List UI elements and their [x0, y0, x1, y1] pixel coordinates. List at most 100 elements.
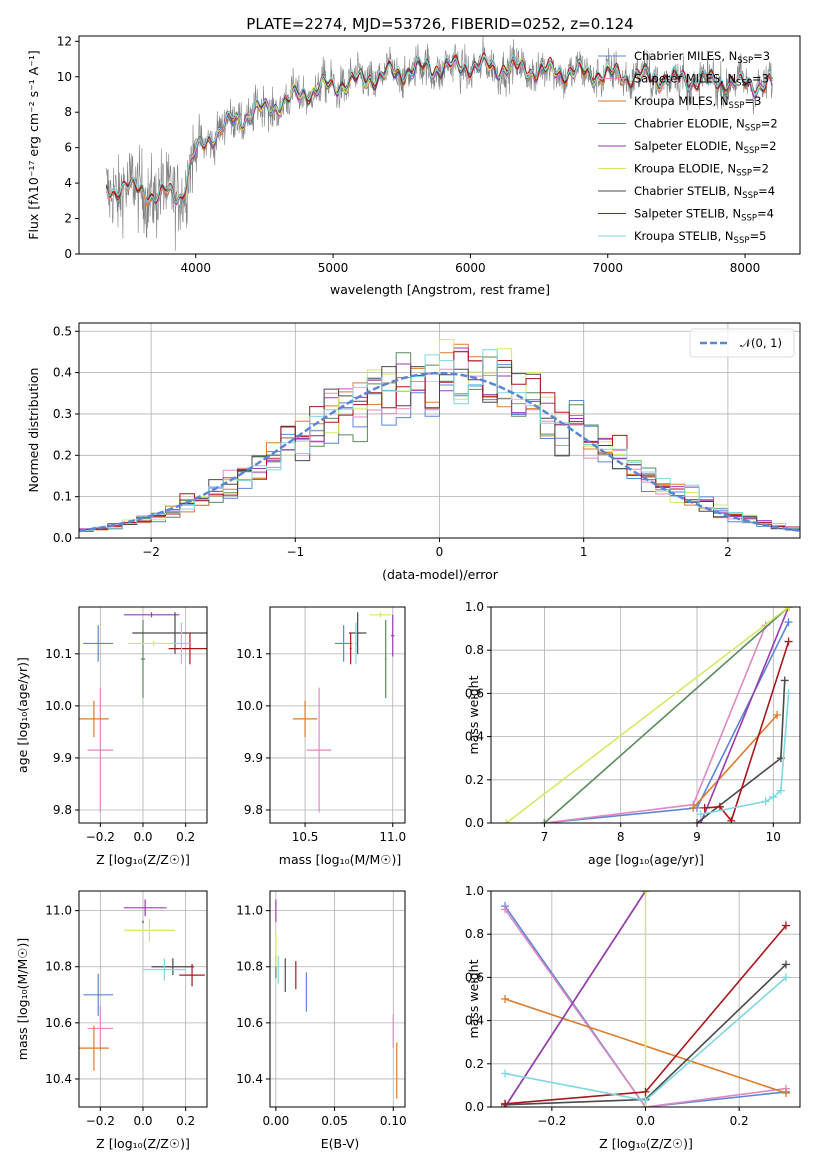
xtick-label: 7000	[592, 261, 623, 275]
massweight-marker	[769, 793, 778, 802]
ytick-label: 9.9	[244, 751, 263, 765]
massweight-marker	[502, 819, 511, 823]
xtick-label: 0.00	[263, 1114, 290, 1128]
xtick-label: 11.0	[379, 830, 406, 844]
ytick-label: 11.0	[236, 904, 263, 918]
ytick-label: 0.8	[465, 927, 484, 941]
xtick-label: 0.2	[730, 1114, 749, 1128]
massweight-marker	[641, 891, 650, 895]
massweight-marker	[784, 618, 793, 627]
panel-z-vs-age: −0.2 0.0 0.2 9.8 9.9 10.0 10.1 Z [log₁₀(Z/Z☉)]…	[15, 606, 208, 867]
xtick-label: 0	[436, 545, 444, 559]
massweight-line	[504, 905, 787, 1107]
ytick-label: 6	[64, 141, 72, 155]
axes-frame-spectrum	[78, 35, 801, 255]
xlabel-z-vs-massweight: Z [log₁₀(Z/Z☉)]	[599, 1136, 693, 1151]
ytick-label: 0.1	[53, 490, 72, 504]
panel-age-vs-massweight: 7 8 9 10 0.0 0.2 0.4 0.6 0.8 1.0 age [log₁₀(age/y…	[465, 600, 801, 867]
ytick-label: 0	[64, 247, 72, 261]
xtick-label: 0.0	[133, 1114, 152, 1128]
ytick-label: 0.4	[465, 1014, 484, 1028]
massweight-line	[504, 908, 787, 1107]
ytick-label: 12	[57, 34, 72, 48]
massweight-marker	[784, 607, 793, 611]
ylabel-residuals: Normed distribution	[26, 368, 41, 493]
ytick-label: 10	[57, 70, 72, 84]
ytick-label: 0.4	[465, 730, 484, 744]
ytick-label: 1.0	[465, 884, 484, 898]
massweight-marker	[784, 689, 793, 698]
massweight-marker	[780, 676, 789, 685]
normal-reference-curve	[79, 371, 800, 533]
panel-spectrum: 4000 5000 6000 7000 8000 0 2 4 6 8 10 12 wavelength…	[26, 34, 801, 297]
xtick-label: 7	[541, 830, 549, 844]
ylabel-z-vs-age: age [log₁₀(age/yr)]	[15, 657, 30, 773]
xlabel-mass-vs-age: mass [log₁₀(M/M☉)]	[279, 852, 401, 867]
xtick-label: −1	[286, 545, 304, 559]
legend-label: Chabrier ELODIE, NSSP=2	[634, 117, 778, 134]
massweight-marker	[501, 995, 510, 1003]
xtick-label: 6000	[455, 261, 486, 275]
massweight-marker	[773, 711, 782, 719]
massweight-marker	[700, 803, 709, 812]
massweight-marker	[501, 1099, 510, 1107]
ytick-label: 8	[64, 105, 72, 119]
massweight-marker	[781, 1088, 790, 1097]
xtick-label: 0.0	[133, 830, 152, 844]
massweight-line	[692, 714, 778, 809]
xtick-label: 8	[617, 830, 625, 844]
legend-spectrum: Chabrier MILES, NSSP=3 Salpeter MILES, NS…	[598, 49, 778, 246]
panel-mass-vs-age: 10.5 11.0 9.8 9.9 10.0 10.1 mass [log₁₀(M/M☉)…	[236, 606, 406, 867]
ylabel-spectrum: Flux [fλ10⁻¹⁷ erg cm⁻² s⁻¹ A⁻¹]	[26, 50, 41, 239]
ytick-label: 10.4	[236, 1072, 263, 1086]
ytick-label: 0.6	[465, 686, 484, 700]
xlabel-age-vs-massweight: age [log₁₀(age/yr)]	[588, 852, 704, 867]
ytick-label: 0.3	[53, 407, 72, 421]
ytick-label: 11.0	[45, 904, 72, 918]
ytick-label: 0.0	[53, 531, 72, 545]
xtick-label: 0.2	[176, 830, 195, 844]
massweight-line	[700, 607, 790, 823]
legend-label: Kroupa MILES, NSSP=3	[634, 94, 761, 111]
massweight-marker	[689, 803, 698, 812]
xlabel-ebv-vs-mass: E(B-V)	[321, 1136, 360, 1151]
panel-ebv-vs-mass: 0.00 0.05 0.10 10.4 10.6 10.8 11.0 E(B-V)	[236, 890, 407, 1151]
axes-frame-ebv-vs-mass	[269, 890, 406, 1108]
xtick-label: 5000	[318, 261, 349, 275]
xtick-label: 1	[580, 545, 588, 559]
xlabel-residuals: (data-model)/error	[382, 567, 499, 582]
massweight-marker	[781, 921, 790, 930]
massweight-marker	[784, 637, 793, 646]
legend-label: Salpeter ELODIE, NSSP=2	[634, 139, 777, 156]
ytick-label: 0.0	[465, 1100, 484, 1114]
massweight-marker	[776, 786, 785, 795]
ytick-label: 9.9	[53, 751, 72, 765]
massweight-line	[544, 621, 790, 823]
ylabel-z-vs-massweight: mass weight	[466, 959, 481, 1038]
massweight-marker	[540, 819, 549, 823]
xtick-label: 0.0	[636, 1114, 655, 1128]
panel-z-vs-mass: −0.2 0.0 0.2 10.4 10.6 10.8 11.0 Z [log₁₀(Z/Z☉…	[15, 890, 208, 1151]
ytick-label: 0.0	[465, 816, 484, 830]
massweight-marker	[781, 960, 790, 969]
massweight-marker	[693, 819, 701, 823]
legend-label: Chabrier STELIB, NSSP=4	[634, 184, 775, 201]
massweight-line	[543, 607, 790, 823]
ytick-label: 10.8	[45, 960, 72, 974]
massweight-marker	[641, 1087, 650, 1096]
panel-z-vs-massweight: −0.2 0.0 0.2 0.0 0.2 0.4 0.6 0.8 1.0 Z [log₁₀(Z/…	[465, 884, 801, 1151]
ytick-label: 10.0	[45, 699, 72, 713]
xtick-label: 0.2	[176, 1114, 195, 1128]
massweight-marker	[501, 905, 510, 914]
ylabel-age-vs-massweight: mass weight	[466, 675, 481, 754]
legend-label: Kroupa ELODIE, NSSP=2	[634, 162, 769, 179]
xtick-label: −0.2	[86, 1114, 115, 1128]
xlabel-spectrum: wavelength [Angstrom, rest frame]	[330, 282, 550, 297]
xtick-label: −0.2	[86, 830, 115, 844]
ytick-label: 1.0	[465, 600, 484, 614]
xtick-label: 10.5	[292, 830, 319, 844]
massweight-marker	[781, 973, 790, 982]
xtick-label: 4000	[180, 261, 211, 275]
ytick-label: 0.4	[53, 366, 72, 380]
